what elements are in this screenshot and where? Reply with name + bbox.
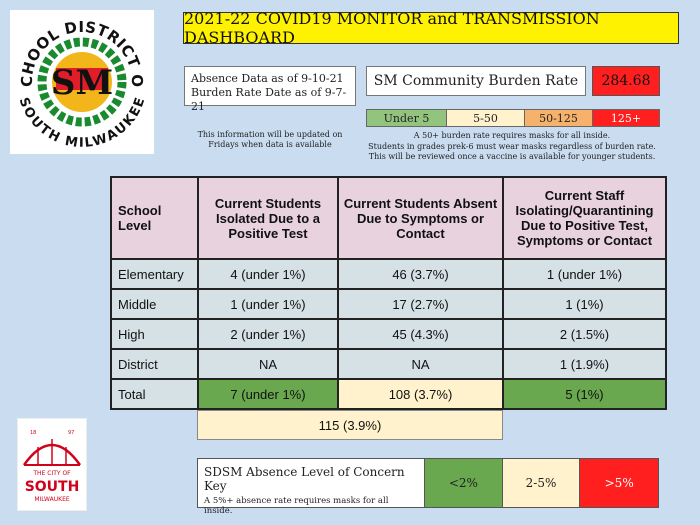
cell-absent: 45 (4.3%) — [337, 318, 504, 350]
city-sub: MILWAUKEE — [34, 496, 70, 503]
cell-isolated: 2 (under 1%) — [197, 318, 339, 350]
city-the-city-of: THE CITY OF — [32, 470, 71, 477]
row-level: Middle — [110, 288, 199, 320]
table-header-row: School Level Current Students Isolated D… — [110, 176, 667, 260]
grand-total-cell: 115 (3.9%) — [197, 410, 503, 440]
burden-rate-key: Under 5 5-50 50-125 125+ — [366, 109, 660, 127]
cell-staff: 1 (1%) — [502, 288, 667, 320]
update-note: This information will be updated on Frid… — [197, 130, 343, 149]
mask-requirement-notes: A 50+ burden rate requires masks for all… — [362, 131, 662, 163]
row-level: Total — [110, 378, 199, 410]
header-staff-isolating: Current Staff Isolating/Quarantining Due… — [502, 176, 667, 260]
cell-isolated: 1 (under 1%) — [197, 288, 339, 320]
burden-rate-date: Burden Rate Date as of 9-7-21 — [191, 86, 347, 113]
cell-isolated: NA — [197, 348, 339, 380]
cell-staff: 1 (under 1%) — [502, 258, 667, 290]
cell-absent: NA — [337, 348, 504, 380]
table-row: Elementary 4 (under 1%) 46 (3.7%) 1 (und… — [110, 258, 667, 290]
mask-note-line: This will be reviewed once a vaccine is … — [368, 152, 656, 161]
header-students-isolated: Current Students Isolated Due to a Posit… — [197, 176, 339, 260]
row-level: District — [110, 348, 199, 380]
row-level: High — [110, 318, 199, 350]
header-school-level: School Level — [110, 176, 199, 260]
burden-key-50-125: 50-125 — [525, 110, 593, 126]
table-row: High 2 (under 1%) 45 (4.3%) 2 (1.5%) — [110, 318, 667, 350]
absence-key-label: SDSM Absence Level of Concern Key A 5%+ … — [198, 459, 426, 516]
burden-key-125plus: 125+ — [593, 110, 659, 126]
cell-absent: 17 (2.7%) — [337, 288, 504, 320]
burden-key-under5: Under 5 — [367, 110, 447, 126]
header-students-absent: Current Students Absent Due to Symptoms … — [337, 176, 504, 260]
table-row: District NA NA 1 (1.9%) — [110, 348, 667, 380]
school-district-logo: SCHOOL DISTRICT OF SOUTH MILWAUKEE SM — [4, 0, 154, 154]
city-name: SOUTH — [25, 479, 80, 495]
burden-rate-label: SM Community Burden Rate — [366, 66, 586, 96]
mask-note-line: A 50+ burden rate requires masks for all… — [413, 131, 611, 140]
cell-staff-total: 5 (1%) — [502, 378, 667, 410]
row-level: Elementary — [110, 258, 199, 290]
cell-staff: 1 (1.9%) — [502, 348, 667, 380]
dashboard-title: 2021-22 COVID19 MONITOR and TRANSMISSION… — [183, 9, 679, 47]
absence-key-mid: 2-5% — [502, 459, 581, 507]
table-total-row: Total 7 (under 1%) 108 (3.7%) 5 (1%) — [110, 378, 667, 410]
burden-rate-value: 284.68 — [592, 66, 660, 96]
data-dates-box: Absence Data as of 9-10-21 Burden Rate D… — [184, 66, 356, 113]
absence-key-title: SDSM Absence Level of Concern Key — [204, 465, 405, 493]
city-year-left: 18 — [30, 430, 36, 436]
cell-isolated-total: 7 (under 1%) — [197, 378, 339, 410]
cell-isolated: 4 (under 1%) — [197, 258, 339, 290]
mask-note-line: Students in grades prek-6 must wear mask… — [368, 141, 656, 151]
burden-key-5-50: 5-50 — [447, 110, 525, 126]
city-year-right: 97 — [68, 430, 74, 436]
cell-absent-total: 108 (3.7%) — [337, 378, 504, 410]
cell-staff: 2 (1.5%) — [502, 318, 667, 350]
absence-data-date: Absence Data as of 9-10-21 — [191, 72, 344, 85]
cell-absent: 46 (3.7%) — [337, 258, 504, 290]
table-row: Middle 1 (under 1%) 17 (2.7%) 1 (1%) — [110, 288, 667, 320]
logo-monogram: SM — [51, 63, 113, 103]
absence-level-key: SDSM Absence Level of Concern Key A 5%+ … — [197, 458, 659, 516]
absence-key-high: >5% — [580, 459, 658, 507]
absence-key-low: <2% — [425, 459, 503, 507]
city-logo: 18 97 THE CITY OF SOUTH MILWAUKEE — [17, 418, 87, 511]
absence-key-subtitle: A 5%+ absence rate requires masks for al… — [204, 496, 389, 516]
covid-cases-table: School Level Current Students Isolated D… — [110, 176, 667, 410]
